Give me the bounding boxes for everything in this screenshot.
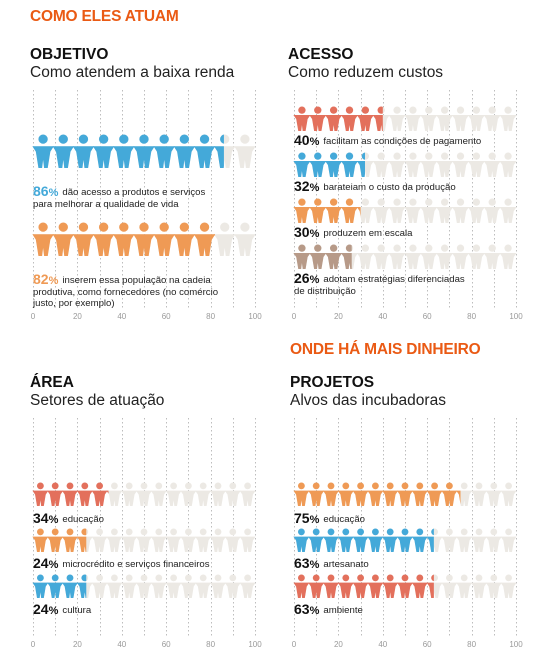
data-label-objetivo-1: 82%	[33, 271, 59, 287]
data-label-projetos-0: 75%	[294, 510, 320, 526]
tick-label-80: 80	[467, 640, 476, 649]
tick-label-0: 0	[292, 312, 297, 321]
tick-label-60: 60	[162, 312, 171, 321]
bar-description-acesso-3: adotam estratégias diferenciadas	[323, 274, 465, 285]
tick-label-100: 100	[248, 640, 262, 649]
bar-description-acesso-0: facilitam as condições de pagamento	[323, 136, 481, 147]
tick-label-20: 20	[73, 640, 82, 649]
bar-description-area-0: educação	[62, 514, 104, 525]
bar-acesso-1	[293, 152, 366, 177]
chart-projetos: 0 20 40 60 80 100 75% educação 63% artesanato 63% a…	[281, 416, 526, 652]
data-label-acesso-2: 30%	[294, 224, 320, 240]
tick-label-100: 100	[509, 640, 523, 649]
data-label-acesso-3: 26%	[294, 270, 320, 286]
tick-label-0: 0	[292, 640, 297, 649]
tick-label-40: 40	[117, 312, 126, 321]
tick-label-60: 60	[423, 640, 432, 649]
bar-description-projetos-0: educação	[323, 514, 365, 525]
panel-title-acesso: ACESSO	[288, 46, 354, 63]
chart-acesso: 0 20 40 60 80 100 40% facilitam as condições de…	[281, 88, 526, 324]
panel-title-area: ÁREA	[30, 374, 74, 391]
data-label-area-0: 34%	[33, 510, 59, 526]
bar-acesso-3	[293, 244, 352, 269]
tick-label-100: 100	[248, 312, 262, 321]
tick-label-20: 20	[334, 640, 343, 649]
tick-label-60: 60	[423, 312, 432, 321]
tick-label-0: 0	[31, 640, 36, 649]
bar-description-acesso-3: de distribuição	[294, 286, 356, 297]
secondary-heading: ONDE HÁ MAIS DINHEIRO	[290, 341, 481, 358]
bar-track-acesso-3	[293, 244, 517, 269]
bar-area-0	[32, 482, 109, 506]
bar-projetos-1	[293, 528, 434, 552]
panel-subtitle-objetivo: Como atendem a baixa renda	[30, 64, 235, 81]
bar-acesso-0	[293, 106, 383, 131]
panel-subtitle-area: Setores de atuação	[30, 392, 165, 409]
tick-label-40: 40	[117, 640, 126, 649]
main-heading: COMO ELES ATUAM	[30, 8, 179, 25]
bar-description-projetos-2: ambiente	[323, 605, 362, 616]
bar-area-2	[32, 574, 87, 598]
data-label-projetos-1: 63%	[294, 555, 320, 571]
bar-description-objetivo-1: inserem essa população na cadeia	[62, 275, 211, 286]
bar-description-objetivo-0: dão acesso a produtos e serviços	[62, 187, 205, 198]
panel-subtitle-acesso: Como reduzem custos	[288, 64, 444, 81]
chart-svg-acesso: 0 20 40 60 80 100 40% facilitam as condições de…	[292, 90, 523, 321]
bar-area-1	[32, 528, 87, 552]
chart-svg-objetivo: 0 20 40 60 80 100 86% dão acesso a produtos e s…	[31, 90, 262, 321]
tick-label-0: 0	[31, 312, 36, 321]
tick-label-80: 80	[206, 312, 215, 321]
bar-track-acesso-1	[293, 152, 517, 177]
gridlines-objetivo	[33, 90, 256, 310]
bar-projetos-0	[293, 482, 461, 506]
bar-objetivo-0	[32, 134, 224, 168]
bar-description-area-1: microcrédito e serviços financeiros	[62, 559, 209, 570]
tick-label-40: 40	[378, 640, 387, 649]
data-label-acesso-1: 32%	[294, 178, 320, 194]
bar-acesso-2	[293, 198, 361, 223]
data-label-area-1: 24%	[33, 555, 59, 571]
tick-label-80: 80	[206, 640, 215, 649]
tick-label-20: 20	[73, 312, 82, 321]
gridlines-area	[33, 418, 256, 638]
tick-label-100: 100	[509, 312, 523, 321]
tick-label-80: 80	[467, 312, 476, 321]
data-label-acesso-0: 40%	[294, 132, 320, 148]
bar-description-objetivo-1: justo, por exemplo)	[32, 298, 115, 309]
bar-objetivo-1	[32, 222, 216, 256]
chart-objetivo: 0 20 40 60 80 100 86% dão acesso a produtos e s…	[20, 88, 265, 324]
tick-label-40: 40	[378, 312, 387, 321]
bar-description-acesso-2: produzem em escala	[323, 228, 413, 239]
chart-area: 0 20 40 60 80 100 34% educação 24% microcrédito e…	[20, 416, 265, 652]
data-label-projetos-2: 63%	[294, 601, 320, 617]
bar-description-objetivo-0: para melhorar a qualidade de vida	[33, 199, 179, 210]
bar-description-projetos-1: artesanato	[323, 559, 368, 570]
bar-description-acesso-1: barateiam o custo da produção	[323, 182, 455, 193]
panel-title-objetivo: OBJETIVO	[30, 46, 109, 63]
tick-label-20: 20	[334, 312, 343, 321]
tick-label-60: 60	[162, 640, 171, 649]
bar-description-area-2: cultura	[62, 605, 91, 616]
bar-description-objetivo-1: produtiva, como fornecedores (no comérci…	[33, 287, 218, 298]
panel-title-projetos: PROJETOS	[290, 374, 375, 391]
panel-subtitle-projetos: Alvos das incubadoras	[290, 392, 446, 409]
bar-projetos-2	[293, 574, 434, 598]
gridlines-projetos	[294, 418, 517, 638]
data-label-area-2: 24%	[33, 601, 59, 617]
data-label-objetivo-0: 86%	[33, 183, 59, 199]
